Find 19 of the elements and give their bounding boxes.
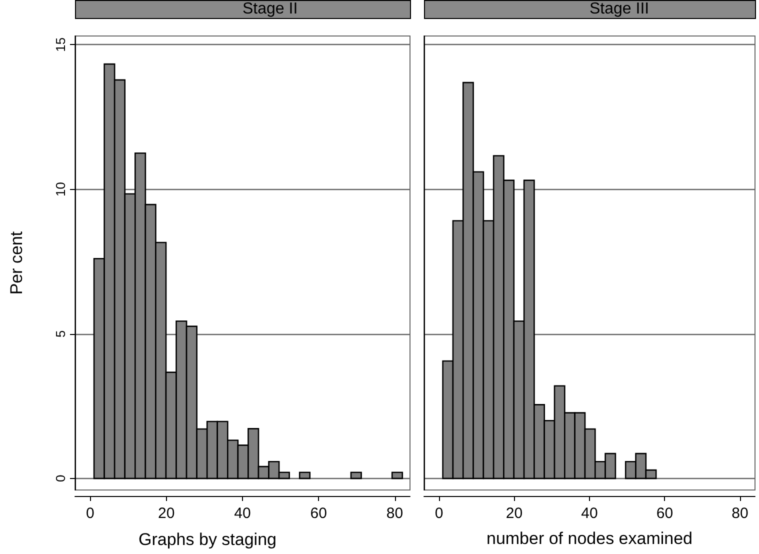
chart-title: Stage III	[590, 0, 650, 18]
y-tick-label: 15	[53, 37, 68, 52]
x-tick-label: 80	[732, 505, 748, 522]
x-tick-label: 60	[656, 505, 674, 522]
x-tick-label: 40	[581, 505, 598, 522]
y-tick-label: 10	[53, 182, 68, 196]
x-tick-label: 20	[506, 505, 523, 522]
x-tick-label: 0	[86, 505, 94, 522]
x-tick-label: 20	[158, 505, 175, 522]
x-tick-label: 40	[234, 505, 251, 522]
x-tick-label: 0	[434, 505, 444, 522]
y-tick-label: 0	[53, 474, 68, 482]
y-axis-title: Per cent	[7, 231, 26, 295]
x-tick-label: 60	[310, 505, 327, 522]
y-tick-label: 5	[53, 330, 68, 338]
text: Graphs by staging	[138, 530, 276, 549]
chart-title: Stage II	[242, 0, 298, 18]
x-tick-label: 80	[386, 505, 404, 522]
x-axis-title: number of nodes examined	[486, 529, 693, 548]
